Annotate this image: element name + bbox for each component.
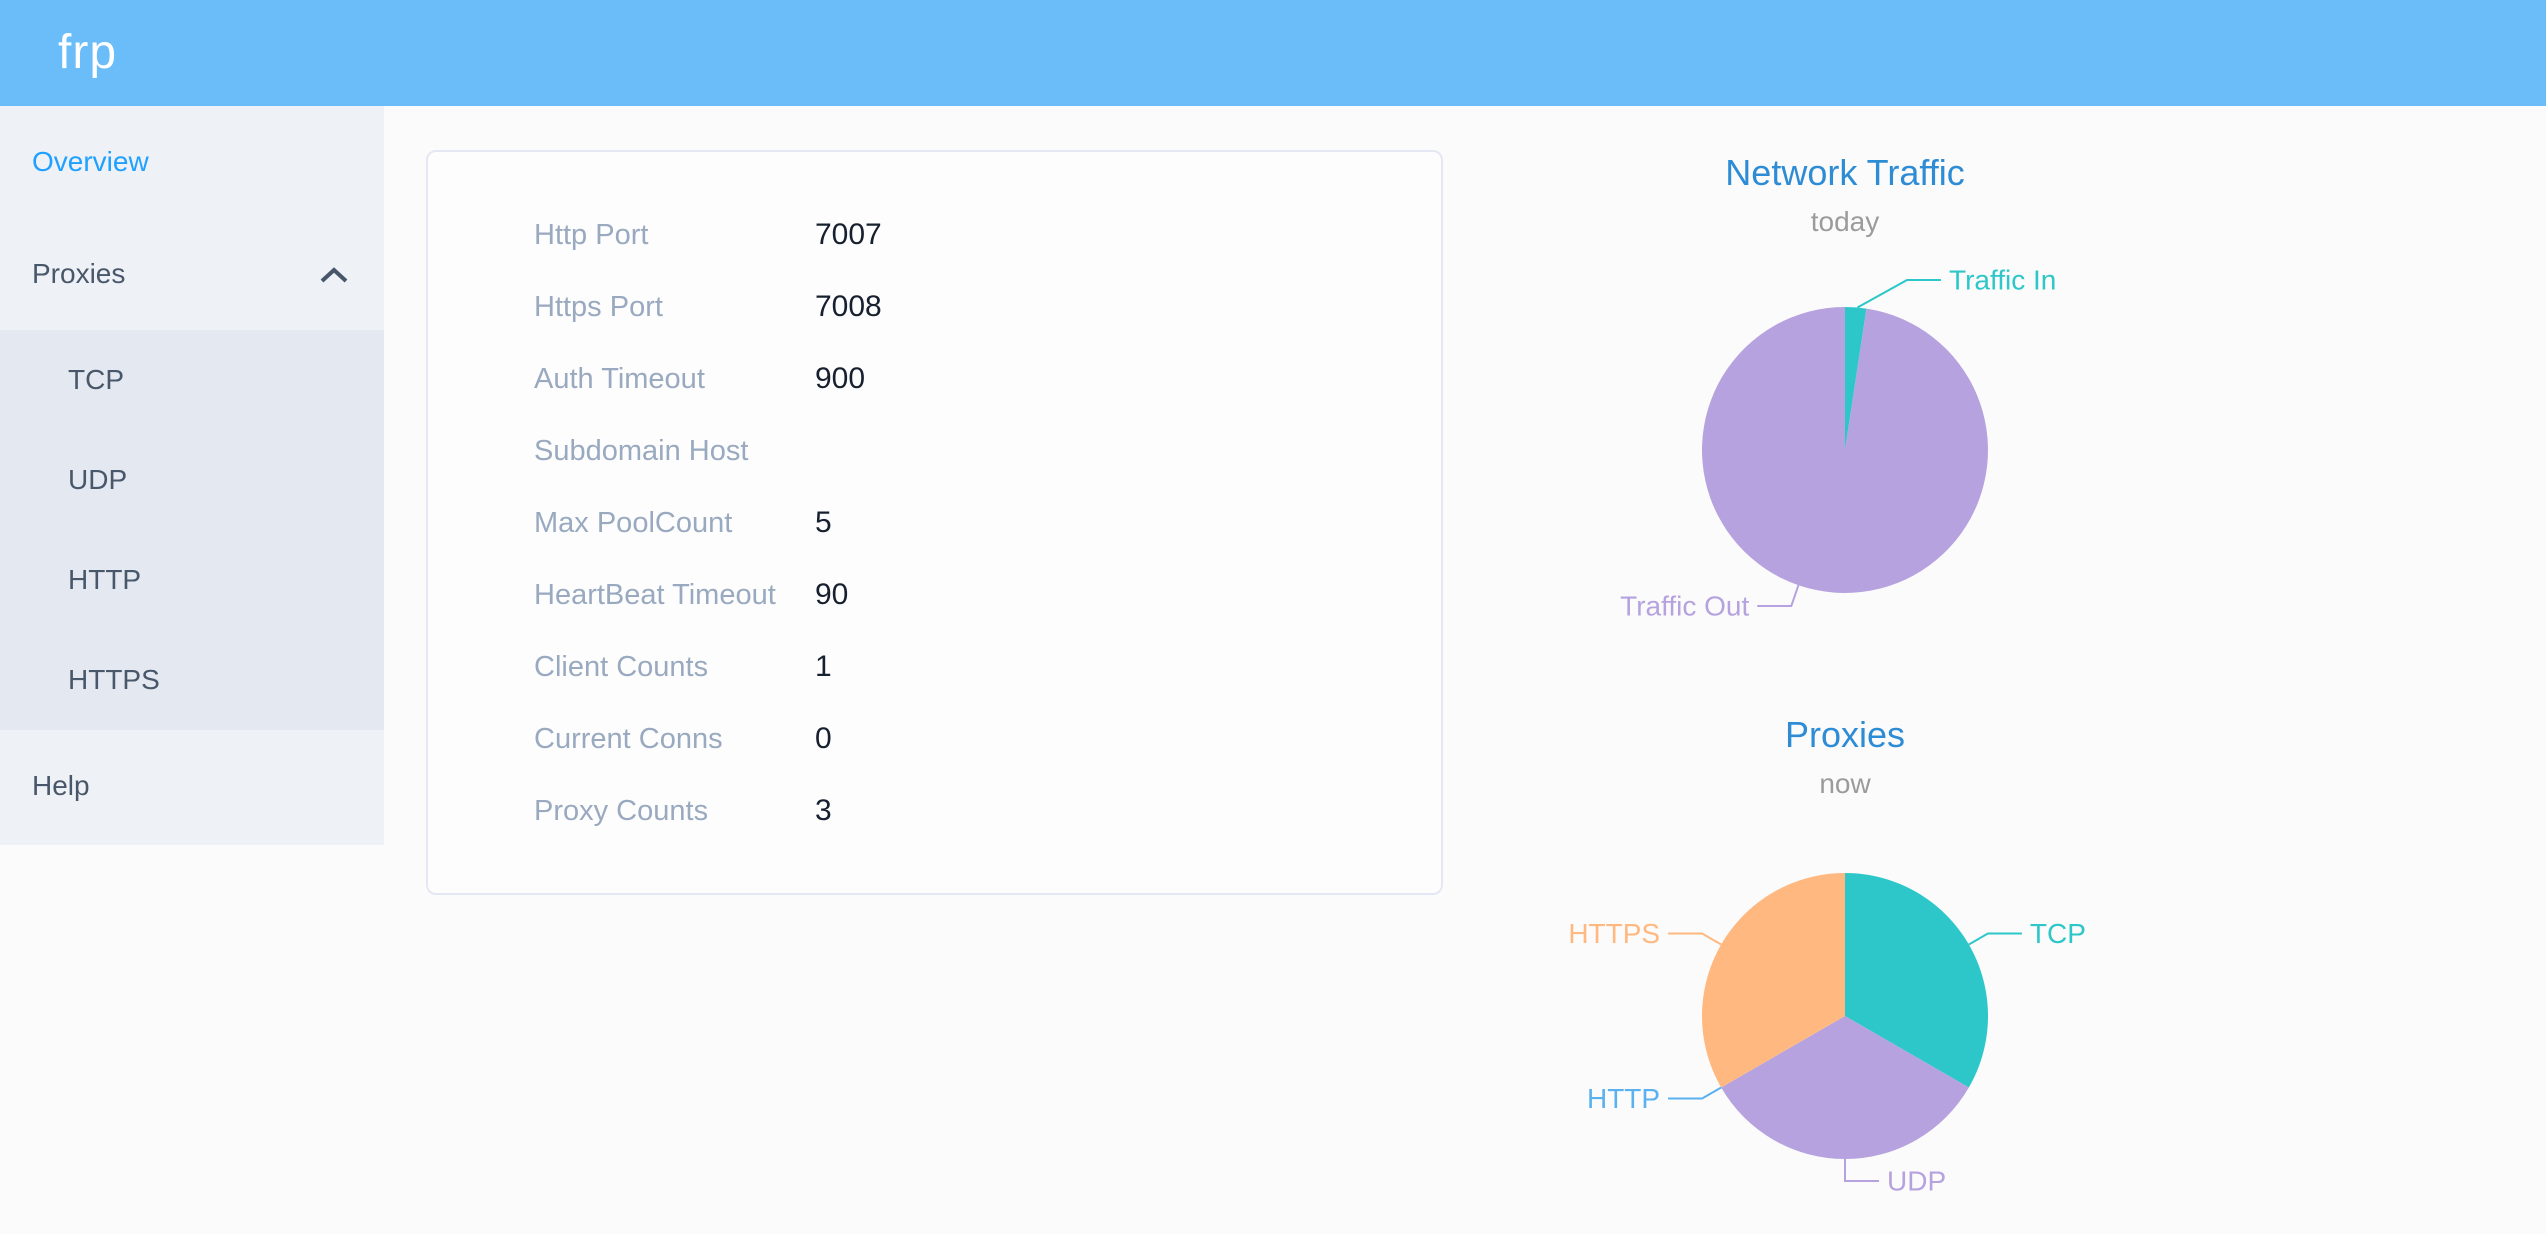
chevron-up-icon [320,267,348,283]
proxies-submenu: TCP UDP HTTP HTTPS [0,330,384,730]
info-label: Subdomain Host [534,435,749,467]
info-value: 3 [815,794,832,827]
sidebar-item-udp[interactable]: UDP [68,464,128,495]
info-row-max-poolcount: Max PoolCount 5 [428,487,1441,559]
sidebar-item-https[interactable]: HTTPS [68,664,160,695]
info-row-https-port: Https Port 7008 [428,271,1441,343]
pie-slice-udp [1721,1016,1969,1159]
pie-slice-tcp [1845,873,1988,1088]
info-label: Http Port [534,219,649,251]
proxies-pie-chart: TCP UDP HTTP HTTPS [1568,873,2086,1197]
network-traffic-subtitle: today [1810,206,1880,237]
info-value: 900 [815,362,866,395]
network-traffic-pie-chart: Traffic In Traffic Out [1620,265,2056,622]
sidebar-item-help-label: Help [32,770,90,801]
info-label: HeartBeat Timeout [534,579,776,611]
pie-label-traffic-in: Traffic In [1949,265,2056,296]
pie-callout-line [1668,1086,1722,1100]
server-info-card: Http Port 7007 Https Port 7008 Auth Time… [426,150,1443,895]
sidebar-item-proxies[interactable]: Proxies [0,218,384,330]
info-label: Client Counts [534,651,709,683]
info-value: 7008 [815,290,882,323]
info-label: Proxy Counts [534,795,709,827]
info-label: Max PoolCount [534,507,733,539]
sidebar: Overview Proxies TCP UDP HTTP HTTPS Help [0,106,384,845]
sidebar-item-tcp[interactable]: TCP [68,364,124,395]
pie-callout-line [1968,932,2022,946]
info-value: 90 [815,578,849,611]
sidebar-item-http[interactable]: HTTP [68,564,142,595]
frp-logo: frp [58,26,118,79]
pie-slice-traffic-in [1845,307,1867,450]
pie-callout-line [1757,584,1800,608]
proxies-chart-title: Proxies [1784,714,1906,755]
sidebar-item-proxies-label: Proxies [32,258,126,289]
server-info-rows: Http Port 7007 Https Port 7008 Auth Time… [428,199,1441,847]
proxies-chart-subtitle: now [1819,768,1871,799]
info-value: 0 [815,722,832,755]
sidebar-item-help[interactable]: Help [0,730,384,842]
pie-slice-https [1702,873,1845,1088]
charts-panel: Network Traffic today Traffic In Traffic … [1460,0,2230,1234]
pie-callout-line [1844,1159,1879,1182]
info-label: Auth Timeout [534,363,705,395]
info-label: Https Port [534,291,663,323]
app-header: frp [0,0,2546,106]
info-row-http-port: Http Port 7007 [428,199,1441,271]
pie-label-https: HTTPS [1568,918,1660,949]
info-row-current-conns: Current Conns 0 [428,703,1441,775]
info-value: 1 [815,650,832,683]
pie-label-traffic-out: Traffic Out [1620,591,1749,622]
pie-label-http: HTTP [1587,1083,1660,1114]
pie-callout-line [1856,279,1941,309]
network-traffic-title: Network Traffic [1725,152,1965,193]
pie-label-tcp: TCP [2030,918,2086,949]
info-value: 7007 [815,218,882,251]
info-value: 5 [815,506,832,539]
info-row-subdomain-host: Subdomain Host [428,415,1441,487]
pie-slice-traffic-out [1702,307,1988,593]
info-label: Current Conns [534,723,723,755]
pie-label-udp: UDP [1887,1166,1946,1197]
info-row-auth-timeout: Auth Timeout 900 [428,343,1441,415]
info-row-heartbeat-timeout: HeartBeat Timeout 90 [428,559,1441,631]
sidebar-item-overview-label: Overview [32,146,149,177]
info-row-proxy-counts: Proxy Counts 3 [428,775,1441,847]
pie-callout-line [1668,932,1722,946]
sidebar-item-overview[interactable]: Overview [0,106,384,218]
info-row-client-counts: Client Counts 1 [428,631,1441,703]
